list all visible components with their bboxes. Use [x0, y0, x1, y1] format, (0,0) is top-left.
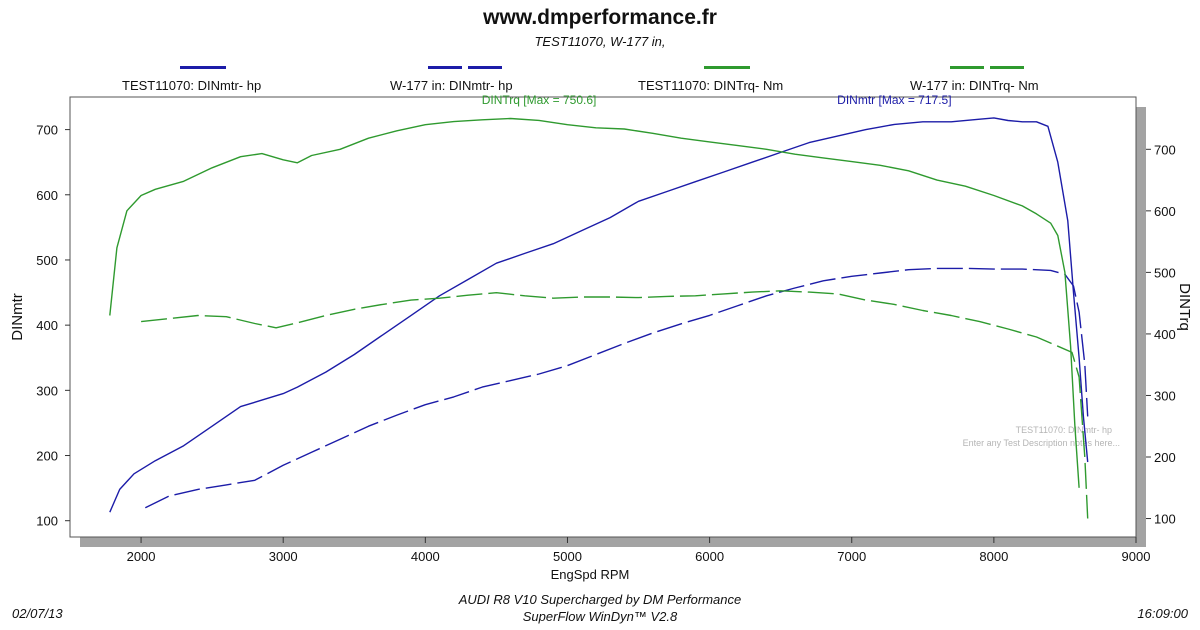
legend-label: TEST11070: DINTrq- Nm: [638, 78, 784, 93]
footer-vehicle-line: AUDI R8 V10 Supercharged by DM Performan…: [458, 592, 742, 607]
y-tick-label-right: 700: [1154, 142, 1176, 157]
legend-item-w177-power: W-177 in: DINmtr- hp: [390, 66, 550, 94]
x-tick-label: 2000: [127, 549, 156, 564]
y-tick-label-left: 600: [36, 188, 58, 203]
y-tick-label-right: 100: [1154, 512, 1176, 527]
footer-date: 02/07/13: [12, 606, 63, 621]
y-tick-label-left: 200: [36, 449, 58, 464]
series-line-2: [144, 267, 1089, 509]
y-tick-label-left: 400: [36, 318, 58, 333]
legend-label: W-177 in: DINTrq- Nm: [910, 78, 1039, 93]
y-tick-label-right: 500: [1154, 265, 1176, 280]
torque-max-annotation: DINTrq [Max = 750.6]: [482, 93, 597, 107]
series-line-3: [109, 117, 1080, 488]
x-tick-label: 9000: [1122, 549, 1151, 564]
y-tick-label-right: 200: [1154, 450, 1176, 465]
legend-item-test-torque: TEST11070: DINTrq- Nm: [638, 66, 818, 94]
legend-swatch-dash-green-b: [990, 66, 1024, 69]
x-tick-label: 3000: [269, 549, 298, 564]
legend-swatch-solid-blue: [180, 66, 226, 69]
legend-swatch-solid-green: [704, 66, 750, 69]
y-tick-label-left: 300: [36, 383, 58, 398]
footer-software-line: SuperFlow WinDyn™ V2.8: [522, 609, 678, 624]
legend-item-w177-torque: W-177 in: DINTrq- Nm: [910, 66, 1080, 94]
x-tick-label: 4000: [411, 549, 440, 564]
y-axis-title-left: DINmtr: [9, 293, 26, 341]
y-tick-label-right: 300: [1154, 388, 1176, 403]
legend-swatch-dash-green-a: [950, 66, 984, 69]
y-axis-title-right: DINTrq: [1176, 283, 1193, 331]
legend-swatch-dash-blue-a: [428, 66, 462, 69]
series-line-1: [109, 117, 1089, 513]
watermark-title: TEST11070: DINmtr- hp: [1016, 425, 1112, 435]
y-tick-label-left: 500: [36, 253, 58, 268]
legend-item-test-power: TEST11070: DINmtr- hp: [122, 66, 282, 94]
x-tick-label: 6000: [695, 549, 724, 564]
legend-swatch-dash-blue-b: [468, 66, 502, 69]
footer-time: 16:09:00: [1137, 606, 1188, 621]
x-axis-title: EngSpd RPM: [551, 567, 630, 582]
y-tick-label-left: 700: [36, 123, 58, 138]
x-tick-label: 5000: [553, 549, 582, 564]
x-tick-label: 8000: [979, 549, 1008, 564]
y-tick-label-right: 400: [1154, 327, 1176, 342]
power-max-annotation: DINmtr [Max = 717.5]: [837, 93, 951, 107]
x-tick-label: 7000: [837, 549, 866, 564]
chart-subtitle: TEST11070, W-177 in,: [534, 34, 666, 49]
legend-label: TEST11070: DINmtr- hp: [122, 78, 262, 93]
y-tick-label-right: 600: [1154, 204, 1176, 219]
watermark-notes: Enter any Test Description notes here...: [963, 438, 1120, 448]
series-line-4: [141, 290, 1089, 519]
y-tick-label-left: 100: [36, 514, 58, 529]
legend-label: W-177 in: DINmtr- hp: [390, 78, 513, 93]
site-title: www.dmperformance.fr: [483, 6, 717, 29]
